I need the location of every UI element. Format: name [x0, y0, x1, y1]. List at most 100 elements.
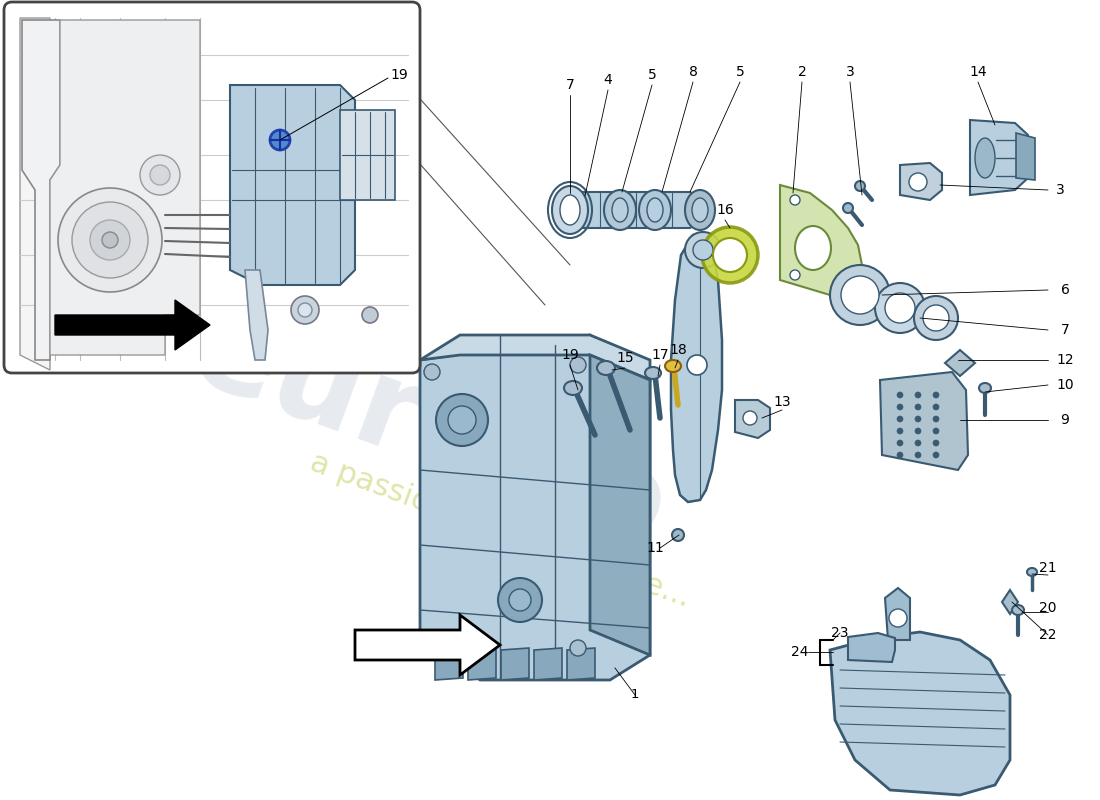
Text: 14: 14: [969, 65, 987, 79]
Ellipse shape: [570, 640, 586, 656]
Polygon shape: [886, 588, 910, 640]
Ellipse shape: [693, 240, 713, 260]
Text: 20: 20: [1040, 601, 1057, 615]
Ellipse shape: [933, 428, 939, 434]
Text: 16: 16: [716, 203, 734, 217]
Text: 3: 3: [846, 65, 855, 79]
Text: 17: 17: [651, 348, 669, 362]
Polygon shape: [55, 300, 210, 350]
Polygon shape: [580, 192, 698, 228]
Ellipse shape: [692, 198, 708, 222]
Polygon shape: [900, 163, 942, 200]
Text: 22: 22: [1040, 628, 1057, 642]
Text: 21: 21: [1040, 561, 1057, 575]
Ellipse shape: [604, 190, 636, 230]
Ellipse shape: [1027, 568, 1037, 576]
Ellipse shape: [597, 361, 615, 375]
Ellipse shape: [58, 188, 162, 292]
Text: 1: 1: [630, 689, 639, 702]
Polygon shape: [1016, 133, 1035, 180]
Polygon shape: [1002, 590, 1018, 614]
Ellipse shape: [830, 265, 890, 325]
Polygon shape: [434, 648, 463, 680]
Polygon shape: [50, 20, 200, 355]
Ellipse shape: [855, 181, 865, 191]
Polygon shape: [830, 632, 1010, 795]
Polygon shape: [671, 235, 722, 502]
Ellipse shape: [298, 303, 312, 317]
Ellipse shape: [933, 416, 939, 422]
Text: 19: 19: [390, 68, 408, 82]
Ellipse shape: [896, 428, 903, 434]
Text: 18: 18: [669, 343, 686, 357]
Ellipse shape: [896, 452, 903, 458]
Text: 5: 5: [648, 68, 657, 82]
Ellipse shape: [933, 452, 939, 458]
Text: 4: 4: [604, 73, 613, 87]
Ellipse shape: [914, 296, 958, 340]
Ellipse shape: [896, 392, 903, 398]
Ellipse shape: [915, 416, 921, 422]
Ellipse shape: [102, 232, 118, 248]
Ellipse shape: [292, 296, 319, 324]
Text: 11: 11: [646, 541, 664, 555]
Ellipse shape: [896, 404, 903, 410]
Ellipse shape: [90, 220, 130, 260]
Text: 7: 7: [1060, 323, 1069, 337]
Ellipse shape: [915, 452, 921, 458]
Ellipse shape: [424, 630, 440, 646]
Polygon shape: [534, 648, 562, 680]
FancyBboxPatch shape: [4, 2, 420, 373]
Text: 12: 12: [1056, 353, 1074, 367]
Polygon shape: [420, 335, 650, 680]
Text: 3: 3: [1056, 183, 1065, 197]
Ellipse shape: [509, 589, 531, 611]
Ellipse shape: [933, 404, 939, 410]
Ellipse shape: [790, 195, 800, 205]
Text: 23: 23: [832, 626, 849, 640]
Ellipse shape: [552, 186, 589, 234]
Polygon shape: [20, 18, 50, 370]
Text: europo: europo: [176, 288, 684, 572]
Ellipse shape: [975, 138, 996, 178]
Ellipse shape: [666, 360, 681, 372]
Text: 6: 6: [1060, 283, 1069, 297]
Text: 5: 5: [736, 65, 745, 79]
Polygon shape: [468, 648, 496, 680]
Ellipse shape: [896, 440, 903, 446]
Ellipse shape: [886, 293, 915, 323]
Ellipse shape: [933, 440, 939, 446]
Ellipse shape: [362, 307, 378, 323]
Polygon shape: [230, 85, 355, 285]
Ellipse shape: [72, 202, 148, 278]
Ellipse shape: [685, 190, 715, 230]
Ellipse shape: [915, 440, 921, 446]
Ellipse shape: [915, 428, 921, 434]
Ellipse shape: [647, 198, 663, 222]
Ellipse shape: [874, 283, 925, 333]
Polygon shape: [945, 350, 975, 376]
Ellipse shape: [795, 226, 830, 270]
Ellipse shape: [790, 270, 800, 280]
Polygon shape: [340, 110, 395, 200]
Polygon shape: [500, 648, 529, 680]
Ellipse shape: [713, 238, 747, 272]
Ellipse shape: [436, 394, 488, 446]
Text: 24: 24: [791, 645, 808, 659]
Text: a passion for parts since...: a passion for parts since...: [306, 447, 694, 613]
Polygon shape: [780, 185, 862, 295]
Text: 10: 10: [1056, 378, 1074, 392]
Text: 19: 19: [561, 348, 579, 362]
Ellipse shape: [842, 276, 879, 314]
Polygon shape: [22, 20, 61, 360]
Ellipse shape: [979, 383, 991, 393]
Text: 9: 9: [1060, 413, 1069, 427]
Ellipse shape: [424, 364, 440, 380]
Ellipse shape: [560, 195, 580, 225]
Ellipse shape: [448, 406, 476, 434]
Polygon shape: [848, 633, 895, 662]
Ellipse shape: [915, 392, 921, 398]
Ellipse shape: [909, 173, 927, 191]
Ellipse shape: [688, 355, 707, 375]
Ellipse shape: [742, 411, 757, 425]
